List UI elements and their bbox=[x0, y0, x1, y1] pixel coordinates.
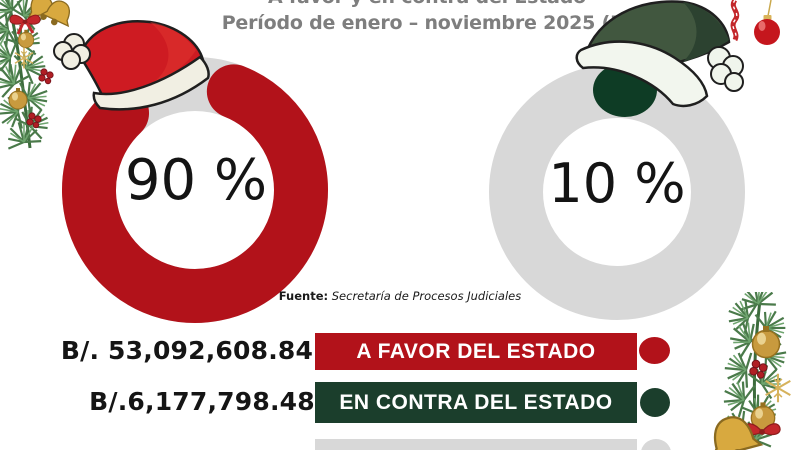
source-text: Secretaría de Procesos Judiciales bbox=[331, 289, 522, 303]
source-line: Fuente: Secretaría de Procesos Judiciale… bbox=[250, 289, 550, 303]
page-subtitle: Período de enero – noviembre 2025 (P) bbox=[221, 12, 633, 34]
legend-amount-favor: B/. 53,092,608.84 bbox=[60, 336, 314, 365]
source-label: Fuente: bbox=[278, 289, 329, 303]
red-bauble-icon bbox=[730, 0, 780, 45]
legend-amount-contra: B/.6,177,798.48 bbox=[89, 387, 315, 416]
legend-banner-third-cutoff bbox=[315, 439, 637, 450]
percent-label-favor: 90 % bbox=[124, 148, 268, 213]
donut-arc-favor bbox=[62, 64, 328, 323]
legend-dot-third-cutoff bbox=[641, 439, 671, 450]
legend-dot-contra bbox=[640, 388, 670, 417]
legend-banner-contra: EN CONTRA DEL ESTADO bbox=[315, 382, 637, 423]
santa-hat-red-icon bbox=[53, 20, 210, 111]
elf-hat-green-icon bbox=[575, 0, 744, 108]
legend-banner-favor: A FAVOR DEL ESTADO bbox=[315, 333, 637, 370]
percent-label-contra: 10 % bbox=[548, 152, 686, 215]
christmas-garland-bottom-right-icon bbox=[703, 292, 794, 450]
christmas-garland-top-left-icon bbox=[0, 0, 78, 150]
legend-dot-favor bbox=[639, 337, 670, 364]
page-title: A favor y en contra del Estado bbox=[127, 0, 727, 8]
